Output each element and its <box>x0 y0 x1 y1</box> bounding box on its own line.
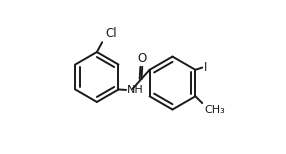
Text: I: I <box>204 61 207 74</box>
Text: Cl: Cl <box>105 27 117 40</box>
Text: CH₃: CH₃ <box>204 105 225 115</box>
Text: O: O <box>137 52 146 65</box>
Text: NH: NH <box>127 85 144 95</box>
